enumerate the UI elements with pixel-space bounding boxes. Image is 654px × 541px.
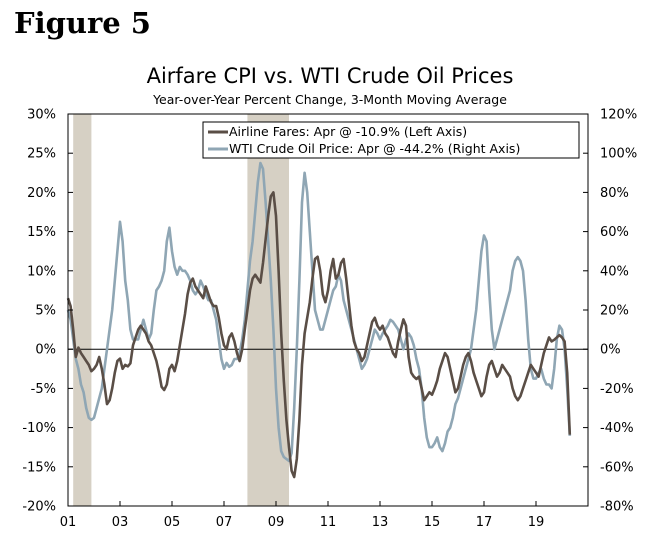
- recession-bands: [73, 114, 289, 506]
- left-axis: -20% -15% -10% -5% 0% 5% 10% 15% 20% 25% 30%: [22, 108, 73, 515]
- x-tick-label: 19: [528, 515, 545, 530]
- left-tick-label: 15%: [27, 225, 56, 240]
- wti-crude-oil-line: [66, 161, 572, 463]
- x-tick-label: 13: [372, 515, 389, 530]
- right-tick-label: 0%: [600, 343, 621, 358]
- chart-subtitle: Year-over-Year Percent Change, 3-Month M…: [152, 92, 507, 107]
- left-tick-label: 30%: [27, 108, 56, 123]
- right-tick-label: 100%: [600, 147, 637, 162]
- left-tick-label: 0%: [35, 343, 56, 358]
- legend: Airline Fares: Apr @ -10.9% (Left Axis) …: [202, 121, 580, 159]
- right-tick-label: -80%: [600, 500, 634, 515]
- left-tick-label: -15%: [22, 460, 56, 475]
- right-axis: -80% -60% -40% -20% 0% 20% 40% 60% 80% 100% 120%: [583, 108, 637, 515]
- x-tick-label: 09: [268, 515, 285, 530]
- x-axis: 01 03 05 07 09 11 13 15 17 19: [60, 501, 545, 530]
- chart-title: Airfare CPI vs. WTI Crude Oil Prices: [147, 64, 514, 88]
- right-tick-label: 20%: [600, 304, 629, 319]
- right-tick-label: 60%: [600, 225, 629, 240]
- legend-label-wti: WTI Crude Oil Price: Apr @ -44.2% (Right…: [229, 141, 520, 156]
- x-tick-label: 05: [164, 515, 181, 530]
- left-tick-label: 5%: [35, 304, 56, 319]
- left-tick-label: -5%: [31, 382, 56, 397]
- x-tick-label: 11: [320, 515, 337, 530]
- x-tick-label: 01: [60, 515, 77, 530]
- x-tick-label: 15: [424, 515, 441, 530]
- figure-label: Figure 5: [14, 6, 151, 40]
- right-tick-label: 40%: [600, 264, 629, 279]
- x-tick-label: 07: [216, 515, 233, 530]
- x-tick-label: 17: [476, 515, 493, 530]
- recession-band-0: [73, 114, 92, 506]
- right-tick-label: 80%: [600, 186, 629, 201]
- left-tick-label: -20%: [22, 500, 56, 515]
- right-tick-label: -60%: [600, 460, 634, 475]
- left-tick-label: 10%: [27, 264, 56, 279]
- x-tick-label: 03: [112, 515, 129, 530]
- legend-box: [202, 121, 580, 159]
- airline-fares-line: [66, 191, 572, 479]
- right-tick-label: -40%: [600, 421, 634, 436]
- right-tick-label: -20%: [600, 382, 634, 397]
- left-tick-label: 20%: [27, 186, 56, 201]
- left-tick-label: 25%: [27, 147, 56, 162]
- right-tick-label: 120%: [600, 108, 637, 123]
- left-tick-label: -10%: [22, 421, 56, 436]
- legend-label-airline: Airline Fares: Apr @ -10.9% (Left Axis): [229, 124, 467, 139]
- recession-band-1: [247, 114, 289, 506]
